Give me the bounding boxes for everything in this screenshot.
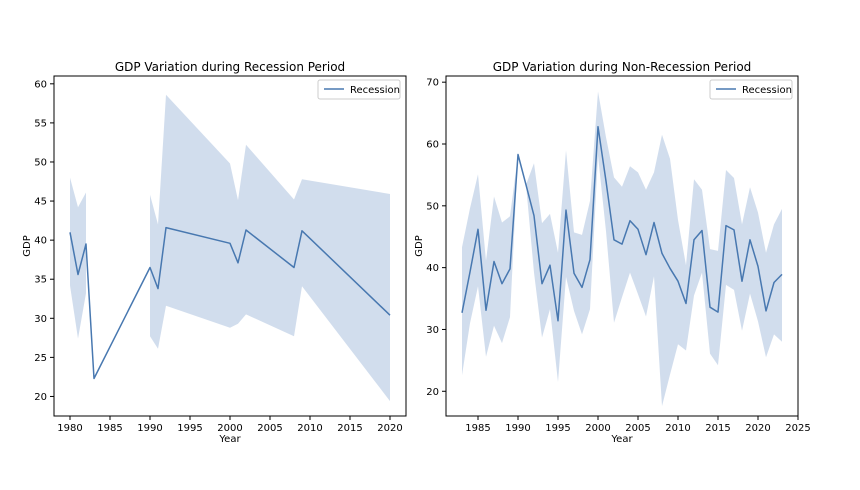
non-recession-x-tick-label: 2025 <box>785 423 810 434</box>
recession-x-tick-label: 1980 <box>57 423 82 434</box>
recession-x-tick-label: 2020 <box>377 423 402 434</box>
recession-y-tick-label: 50 <box>34 157 47 168</box>
recession-series-line <box>69 226 391 380</box>
non-recession-y-tick-label: 20 <box>426 387 439 398</box>
non-recession-x-tick-label: 1995 <box>545 423 570 434</box>
recession-y-tick-label: 60 <box>34 79 47 90</box>
recession-legend-label: Recession <box>350 85 400 96</box>
non-recession-x-tick-label: 2015 <box>705 423 730 434</box>
non-recession-x-tick-label: 1990 <box>505 423 530 434</box>
recession-x-tick-label: 1985 <box>97 423 122 434</box>
recession-x-tick-label: 2000 <box>217 423 242 434</box>
non-recession-series-line <box>461 125 783 322</box>
non-recession-x-axis-label: Year <box>610 434 633 445</box>
non-recession-y-ticks: 20 30 40 50 60 70 <box>426 78 446 398</box>
non-recession-legend: Recession <box>709 79 793 100</box>
non-recession-x-tick-label: 2010 <box>665 423 690 434</box>
non-recession-x-tick-label: 1985 <box>465 423 490 434</box>
recession-y-tick-label: 25 <box>34 353 47 364</box>
recession-plot-area <box>69 94 391 402</box>
recession-chart: GDP Variation during Recession Period 19… <box>22 60 407 445</box>
non-recession-x-ticks: 1985 1990 1995 2000 2005 2010 2015 2020 2025 <box>465 416 811 434</box>
recession-x-axis-label: Year <box>218 434 241 445</box>
non-recession-chart-title: GDP Variation during Non-Recession Perio… <box>493 60 752 74</box>
non-recession-x-tick-label: 2005 <box>625 423 650 434</box>
non-recession-legend-box <box>709 79 793 100</box>
recession-x-tick-label: 2005 <box>257 423 282 434</box>
recession-x-tick-label: 1995 <box>177 423 202 434</box>
recession-y-tick-label: 45 <box>34 197 47 208</box>
recession-y-axis-label: GDP <box>22 235 33 256</box>
non-recession-x-tick-label: 2020 <box>745 423 770 434</box>
recession-x-ticks: 1980 1985 1990 1995 2000 2005 2010 2015 2020 <box>57 416 403 434</box>
recession-y-tick-label: 55 <box>34 118 47 129</box>
recession-y-ticks: 20 25 30 35 40 45 50 55 60 <box>34 79 54 403</box>
recession-x-tick-label: 2015 <box>337 423 362 434</box>
recession-legend-box <box>317 79 401 100</box>
non-recession-y-tick-label: 60 <box>426 140 439 151</box>
recession-legend: Recession <box>317 79 401 100</box>
non-recession-x-tick-label: 2000 <box>585 423 610 434</box>
non-recession-y-tick-label: 70 <box>426 78 439 89</box>
non-recession-confidence-band-0 <box>462 91 782 407</box>
recession-y-tick-label: 20 <box>34 392 47 403</box>
recession-y-tick-label: 40 <box>34 236 47 247</box>
non-recession-y-axis-label: GDP <box>414 235 425 256</box>
recession-x-tick-label: 2010 <box>297 423 322 434</box>
non-recession-chart: GDP Variation during Non-Recession Perio… <box>414 60 811 445</box>
non-recession-plot-area <box>461 91 783 407</box>
recession-x-tick-label: 1990 <box>137 423 162 434</box>
recession-y-tick-label: 35 <box>34 275 47 286</box>
non-recession-y-tick-label: 50 <box>426 201 439 212</box>
recession-chart-title: GDP Variation during Recession Period <box>115 60 345 74</box>
non-recession-y-tick-label: 40 <box>426 263 439 274</box>
non-recession-axes-frame <box>445 75 799 417</box>
non-recession-legend-label: Recession <box>742 85 792 96</box>
recession-confidence-band-0 <box>70 177 86 339</box>
non-recession-y-tick-label: 30 <box>426 325 439 336</box>
recession-y-tick-label: 30 <box>34 314 47 325</box>
